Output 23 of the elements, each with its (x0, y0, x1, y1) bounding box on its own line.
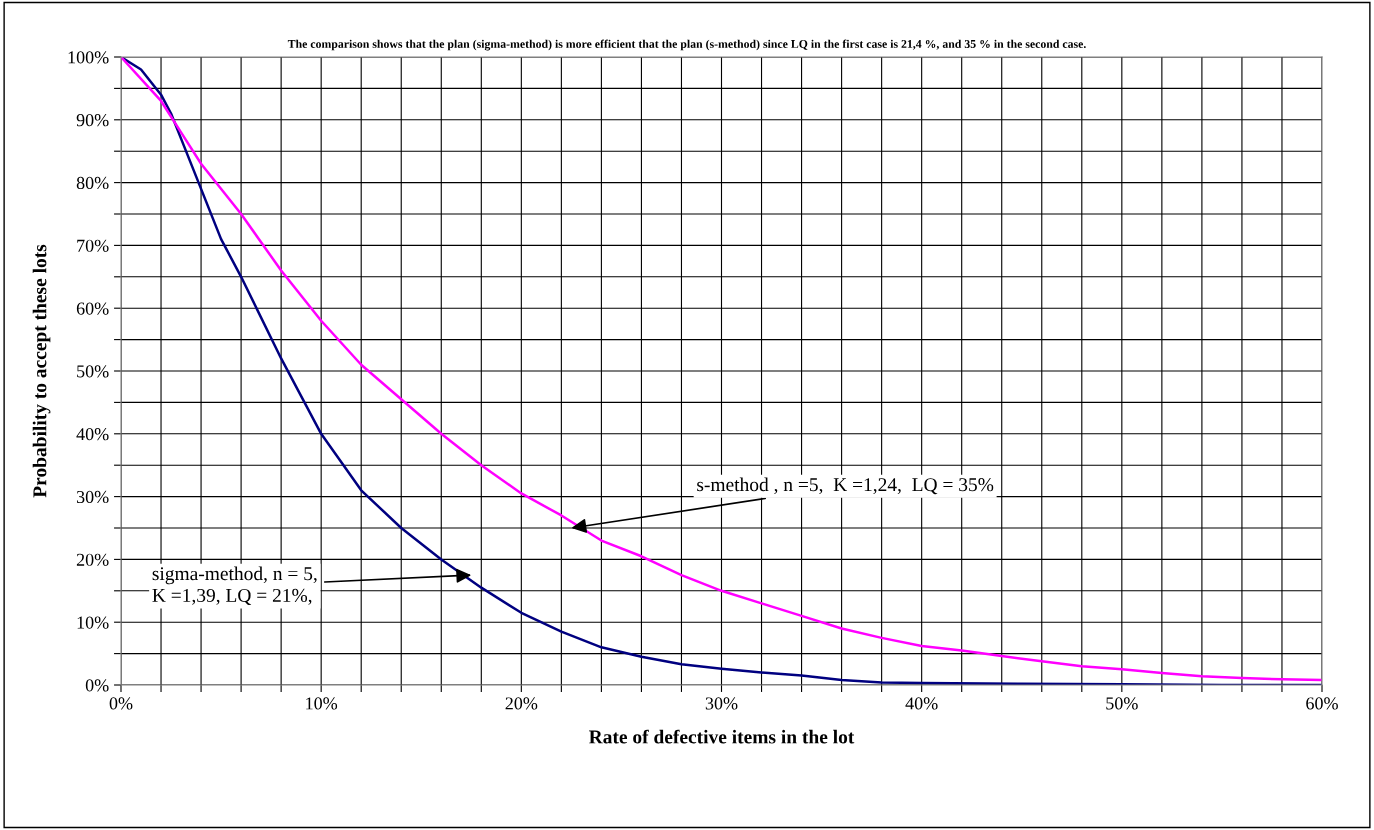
annotation: s-method , n =5, K =1,24, LQ = 35% (697, 477, 994, 495)
chart-title: The comparison shows that the plan (sigma-method) is more efficient that the plan (s-method) since LQ in the first case is 21,4 %, and 35 % in the second case. (287, 39, 1086, 51)
y-tick-label: 40% (76, 428, 109, 441)
y-tick-label: 100% (68, 51, 109, 64)
x-tick-label: 10% (306, 697, 338, 710)
y-tick-label: 0% (85, 679, 109, 692)
y-tick-label: 90% (76, 114, 109, 127)
y-tick-label: 60% (76, 302, 109, 315)
y-tick-label: 50% (77, 365, 109, 378)
x-tick-label: 0% (109, 697, 133, 710)
x-tick-label: 60% (1306, 697, 1338, 710)
annotation: sigma-method, n = 5, K =1,39, LQ = 21%, (152, 566, 317, 605)
x-tick-label: 40% (905, 697, 938, 710)
x-tick-label: 30% (705, 697, 738, 710)
x-tick-label: 50% (1106, 697, 1138, 710)
y-tick-label: 20% (76, 553, 109, 566)
y-tick-label: 30% (76, 490, 109, 504)
x-axis-title: Rate of defective items in the lot (589, 729, 855, 744)
y-tick-label: 80% (76, 176, 109, 190)
y-axis-title: Probability to accept these lots (32, 244, 51, 498)
x-tick-label: 20% (505, 697, 538, 710)
y-tick-label: 70% (77, 239, 109, 252)
y-tick-label: 10% (77, 616, 109, 629)
